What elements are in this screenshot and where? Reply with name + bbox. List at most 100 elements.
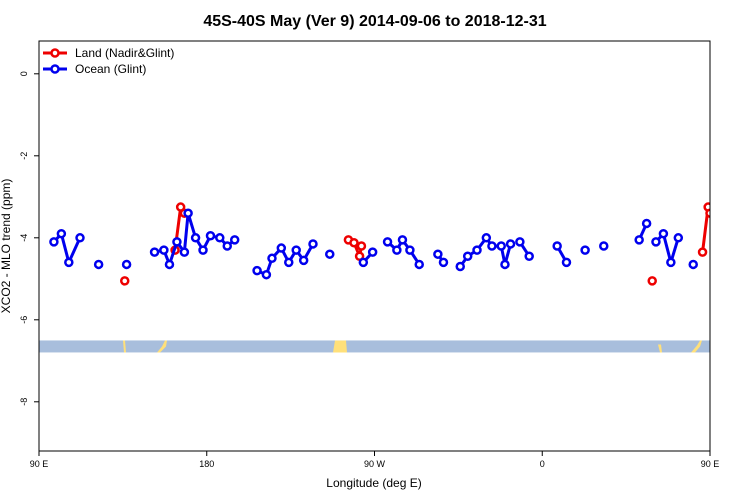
data-point xyxy=(397,235,408,245)
data-point xyxy=(500,259,510,270)
data-point xyxy=(496,241,506,251)
x-tick-label: 0 xyxy=(540,459,545,469)
data-point xyxy=(215,233,225,243)
data-point xyxy=(487,241,497,251)
data-point xyxy=(481,233,492,243)
data-point xyxy=(367,247,378,257)
data-point xyxy=(462,251,473,261)
data-point xyxy=(723,247,730,254)
data-point xyxy=(179,247,190,257)
y-tick-label: -6 xyxy=(19,316,29,324)
data-point xyxy=(284,257,294,268)
series-layer xyxy=(49,202,750,286)
data-point xyxy=(190,233,201,243)
series-line xyxy=(727,213,750,262)
data-point xyxy=(149,247,160,257)
data-point xyxy=(229,235,240,245)
y-tick-label: -2 xyxy=(19,152,29,160)
legend-swatch-marker xyxy=(50,64,60,74)
data-point xyxy=(580,245,590,255)
data-point xyxy=(414,259,424,270)
x-tick-label: 90 E xyxy=(30,459,49,469)
data-point xyxy=(455,261,465,272)
land-patch xyxy=(333,340,347,353)
data-point xyxy=(658,228,669,239)
series-ocean xyxy=(49,208,750,280)
data-point xyxy=(433,249,443,259)
y-tick-label: 0 xyxy=(19,71,29,76)
legend-swatch-marker xyxy=(50,48,60,58)
data-point xyxy=(734,245,741,252)
data-point xyxy=(697,247,708,257)
data-point xyxy=(325,249,335,259)
y-axis-label: XCO2 - MLO trend (ppm) xyxy=(0,179,13,314)
data-point xyxy=(673,233,684,243)
data-point xyxy=(56,228,67,239)
data-point xyxy=(472,245,482,255)
data-point xyxy=(75,233,85,243)
series-line xyxy=(52,232,82,264)
data-point xyxy=(634,235,644,245)
plot-frame xyxy=(38,40,711,452)
x-tick-label: 90 W xyxy=(364,459,386,469)
data-point xyxy=(164,259,175,270)
data-point xyxy=(651,237,661,247)
data-point xyxy=(688,259,698,270)
ocean-band xyxy=(39,340,710,353)
x-tick-label: 90 E xyxy=(701,459,720,469)
y-tick-label: -8 xyxy=(19,398,29,406)
data-point xyxy=(647,276,657,286)
data-point xyxy=(382,237,393,247)
data-point xyxy=(252,265,262,276)
x-tick-label: 180 xyxy=(199,459,214,469)
data-point xyxy=(222,241,233,251)
data-point xyxy=(172,237,182,247)
data-point xyxy=(705,208,710,218)
data-point xyxy=(119,276,130,286)
data-point xyxy=(291,245,301,255)
series-land xyxy=(119,202,710,286)
data-point xyxy=(666,257,676,268)
axes: 90 E 180 90 W 0 90 E 0 -2 -4 -6 -8 xyxy=(19,71,719,469)
legend-label: Ocean (Glint) xyxy=(75,62,146,76)
data-point xyxy=(93,259,104,270)
data-point xyxy=(267,253,277,264)
y-tick-label: -4 xyxy=(19,234,29,242)
x-axis-label: Longitude (deg E) xyxy=(326,476,421,490)
data-point xyxy=(298,255,309,266)
data-point xyxy=(276,243,287,253)
series-line xyxy=(654,232,680,264)
data-point xyxy=(198,245,208,255)
data-point xyxy=(159,245,169,255)
chart-title: 45S-40S May (Ver 9) 2014-09-06 to 2018-1… xyxy=(203,13,546,30)
land-patch xyxy=(691,340,702,353)
data-point xyxy=(515,237,525,247)
legend-label: Land (Nadir&Glint) xyxy=(75,46,174,60)
data-point xyxy=(524,251,534,261)
data-point xyxy=(64,257,74,268)
data-point xyxy=(183,208,193,218)
data-point xyxy=(405,245,415,255)
data-point xyxy=(358,257,369,268)
land-patch xyxy=(157,340,167,353)
data-point xyxy=(561,257,572,268)
data-point xyxy=(392,245,402,255)
land-patch xyxy=(658,344,662,353)
data-point xyxy=(641,218,652,229)
data-point xyxy=(505,239,516,249)
data-point xyxy=(349,237,359,248)
data-point xyxy=(308,239,318,249)
data-point xyxy=(552,241,562,251)
data-point xyxy=(438,257,449,268)
data-point xyxy=(599,241,609,251)
legend: Land (Nadir&Glint) Ocean (Glint) xyxy=(43,46,174,76)
data-point xyxy=(356,241,367,251)
data-point xyxy=(205,231,216,241)
data-point xyxy=(49,237,59,247)
land-ocean-strip xyxy=(39,340,710,353)
data-point xyxy=(742,259,749,266)
land-patch xyxy=(123,340,126,353)
data-point xyxy=(121,259,132,270)
data-point xyxy=(261,269,272,280)
